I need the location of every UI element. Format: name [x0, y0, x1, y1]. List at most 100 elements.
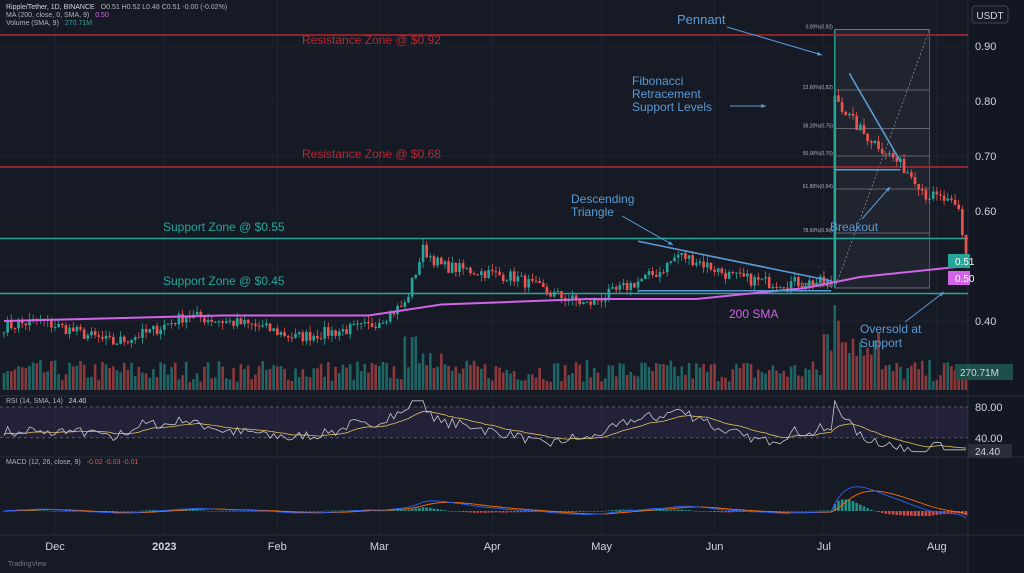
symbol-text: Ripple/Tether, 1D, BINANCE [6, 4, 95, 11]
candle-body [294, 333, 297, 338]
candle-body [250, 323, 254, 325]
volume-bar [556, 362, 560, 390]
candle-body [337, 331, 341, 336]
macd-hist-bar [818, 510, 822, 512]
macd-hist-bar [396, 509, 399, 511]
candle-body [115, 343, 119, 345]
macd-hist-bar [880, 511, 884, 514]
candle-body [64, 325, 68, 335]
macd-hist-bar [487, 511, 490, 513]
candle-body [297, 332, 301, 334]
rsi-value: 24.40 [68, 398, 87, 405]
volume-bar [625, 375, 629, 390]
macd-hist-bar [378, 510, 381, 512]
candle-body [410, 277, 414, 297]
candle-body [818, 276, 822, 284]
volume-bar [268, 369, 272, 390]
candle-body [243, 319, 246, 325]
candle-body [545, 286, 549, 293]
volume-bar [487, 378, 490, 390]
macd-hist-bar [228, 511, 232, 512]
macd-hist-bar [742, 511, 746, 513]
candle-body [465, 267, 469, 269]
candle-body [946, 198, 950, 201]
label-resistance-low: Resistance Zone @ $0.68 [302, 147, 441, 161]
volume-bar [195, 373, 199, 390]
volume-bar [483, 364, 487, 390]
macd-hist-bar [243, 511, 246, 512]
candle-body [705, 262, 709, 268]
candle-body [578, 300, 582, 305]
candle-body [414, 274, 418, 278]
volume-bar [837, 320, 840, 390]
candle-body [130, 339, 133, 343]
volume-bar [188, 381, 192, 390]
macd-hist-bar [808, 510, 811, 512]
volume-bar [104, 364, 108, 390]
candle-body [246, 319, 250, 324]
volume-bar [618, 363, 622, 390]
macd-hist-bar [297, 511, 301, 512]
volume-bar [378, 366, 381, 390]
candle-body [684, 252, 687, 259]
macd-hist-bar [899, 511, 902, 516]
macd-hist-bar [520, 511, 523, 513]
label-fib-2: Retracement [632, 87, 701, 101]
candle-body [651, 271, 654, 276]
candle-body [950, 198, 953, 200]
fib-label-3: 50.00%(0.70) [803, 151, 833, 157]
volume-bar [520, 380, 523, 390]
macd-hist-bar [439, 509, 443, 511]
volume-bar [159, 362, 162, 390]
candle-body [13, 327, 17, 329]
macd-hist-bar [902, 511, 906, 516]
volume-bar [250, 379, 254, 390]
volume-bar [272, 364, 275, 390]
price-tick-4: 0.40 [975, 316, 996, 328]
volume-bar [93, 364, 97, 390]
macd-hist-bar [436, 508, 439, 511]
candle-body [490, 269, 494, 272]
macd-hist-bar [549, 511, 552, 513]
candle-body [170, 323, 173, 325]
volume-bar [184, 361, 188, 390]
volume-bar [888, 364, 891, 390]
volume-bar [753, 377, 756, 390]
candle-body [483, 271, 487, 279]
macd-hist-bar [472, 511, 476, 513]
macd-hist-bar [407, 509, 410, 511]
candle-body [61, 323, 64, 326]
volume-bar [800, 376, 804, 390]
x-tick-0: Dec [45, 541, 65, 553]
label-support-low: Support Zone @ $0.45 [163, 274, 285, 288]
candle-body [75, 326, 79, 332]
label-descending-2: Triangle [571, 205, 614, 219]
sma-badge-text: 0.50 [955, 274, 975, 285]
candle-body [166, 323, 170, 325]
candle-body [855, 115, 858, 130]
volume-badge [955, 364, 1013, 380]
macd-hist-bar [319, 511, 323, 512]
volume-bar [957, 376, 961, 390]
pennant-arrow-head [817, 51, 822, 56]
volume-bar [698, 367, 702, 390]
candle-body [268, 323, 272, 332]
candle-body [374, 327, 377, 329]
candle-body [756, 277, 760, 280]
volume-bar [144, 373, 148, 390]
candle-body [316, 335, 319, 339]
candle-body [137, 337, 141, 339]
macd-hist-bar [61, 511, 64, 512]
macd-hist-bar [596, 511, 600, 512]
macd-hist-bar [250, 511, 254, 512]
candle-body [308, 331, 312, 341]
volume-bar [352, 379, 356, 390]
candle-body [753, 277, 756, 286]
candle-body [633, 282, 636, 288]
volume-bar [454, 366, 458, 390]
macd-hist-bar [184, 510, 188, 511]
volume-bar [607, 365, 611, 390]
candle-body [214, 321, 217, 323]
x-tick-7: Jul [817, 541, 831, 553]
